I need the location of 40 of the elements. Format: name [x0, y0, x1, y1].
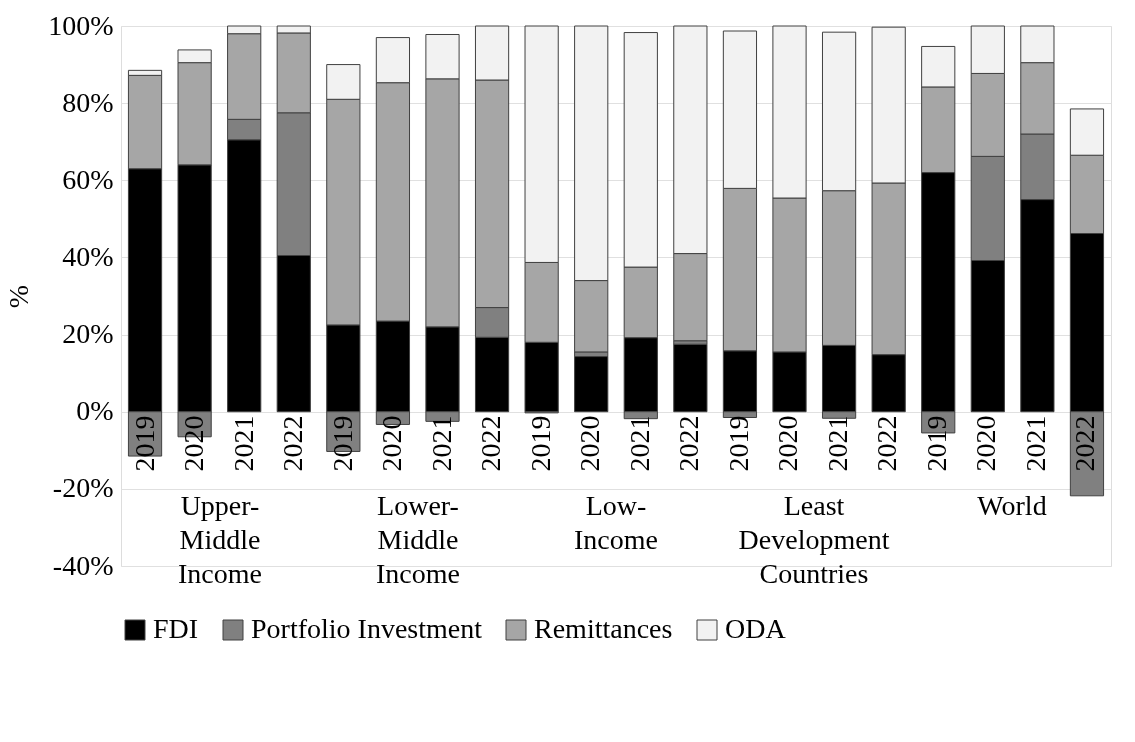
x-tick-label: 2019	[920, 415, 952, 472]
legend-label: ODA	[725, 613, 787, 644]
x-tick-label: 2021	[821, 415, 853, 472]
x-tick-label: 2020	[574, 415, 606, 472]
y-tick-label: 0%	[76, 395, 114, 427]
x-tick-label: 2021	[227, 415, 259, 472]
x-tick-label: 2021	[425, 415, 457, 472]
x-tick-label: 2022	[277, 415, 309, 472]
x-tick-label: 2021	[1019, 415, 1051, 472]
annotation: Least Development Countries	[738, 489, 890, 589]
x-tick-label: 2019	[722, 415, 754, 472]
x-tick-label: 2022	[475, 415, 507, 472]
x-tick-label: 2022	[871, 415, 903, 472]
x-tick-label: 2019	[524, 415, 556, 472]
x-tick-label: 2021	[623, 415, 655, 472]
annotation: Low-Income	[574, 489, 658, 555]
y-tick-label: 60%	[62, 163, 114, 195]
x-tick-label: 2020	[376, 415, 408, 472]
x-tick-label: 2022	[673, 415, 705, 472]
bar	[574, 356, 609, 413]
x-tick-label: 2020	[970, 415, 1002, 472]
y-tick-label: 40%	[62, 240, 114, 272]
y-tick-label: 100%	[48, 9, 114, 41]
x-tick-label: 2022	[1069, 415, 1101, 472]
y-tick-label: -20%	[52, 472, 114, 504]
x-tick-label: 2019	[326, 415, 358, 472]
y-tick-label: 20%	[62, 318, 114, 350]
x-tick-label: 2019	[128, 415, 160, 472]
y-axis-title: %	[3, 284, 35, 309]
y-tick-label: 80%	[62, 86, 114, 118]
bar	[673, 343, 708, 413]
legend-label: Remittances	[534, 613, 673, 644]
annotation: Upper-Middle Income	[178, 489, 262, 589]
annotation: Lower-Middle Income	[376, 489, 460, 589]
legend-label: FDI	[153, 613, 199, 644]
legend-label: Portfolio Investment	[251, 613, 483, 644]
y-tick-label: -40%	[52, 549, 114, 581]
x-tick-label: 2020	[772, 415, 804, 472]
x-tick-label: 2020	[178, 415, 210, 472]
annotation: World	[977, 489, 1047, 521]
